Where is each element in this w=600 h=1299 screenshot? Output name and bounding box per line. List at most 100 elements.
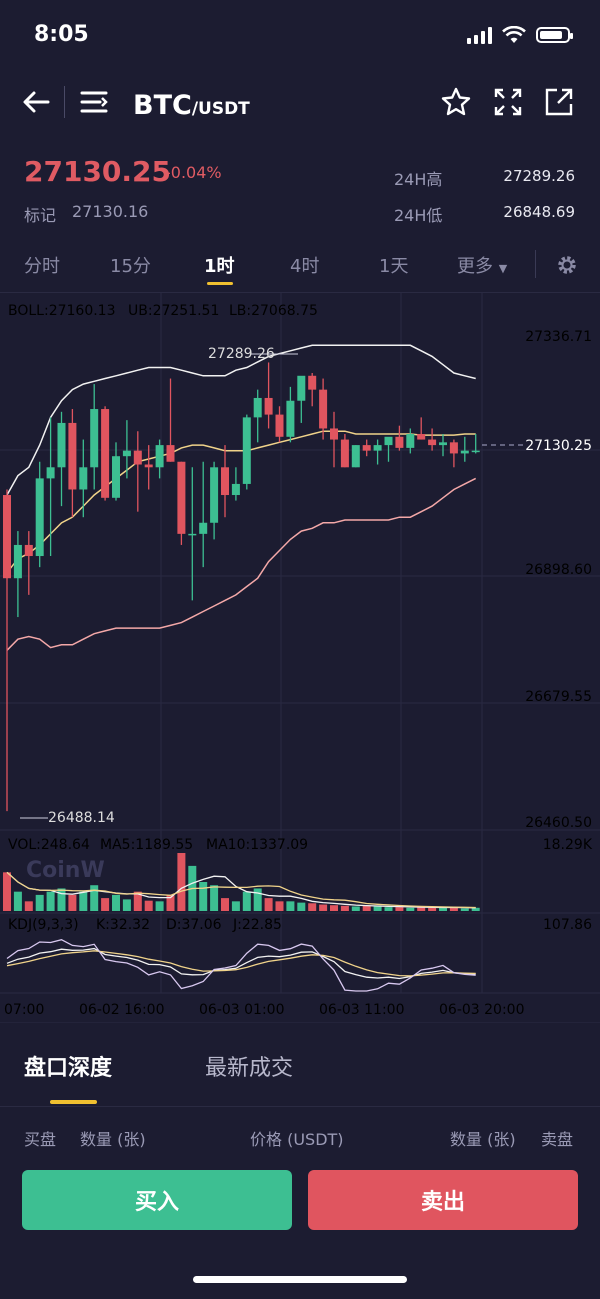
candle: [417, 417, 426, 440]
mark-price-value: 27130.16: [72, 202, 149, 221]
volume-bar: [330, 905, 338, 911]
price-header: 价格 (USDT): [250, 1130, 344, 1149]
candle: [406, 428, 415, 454]
candle-body: [275, 414, 284, 437]
star-icon[interactable]: [440, 86, 472, 118]
candles: [3, 362, 480, 812]
volume-bar: [166, 894, 175, 911]
ask-qty-header: 数量 (张): [450, 1130, 516, 1149]
mark-price-label: 标记: [24, 206, 57, 225]
candle: [351, 445, 360, 468]
kline-chart[interactable]: BOLL:27160.13 UB:27251.51 LB:27068.75 27…: [0, 293, 600, 1023]
candle: [57, 411, 66, 507]
candle-body: [286, 400, 295, 437]
tab-1d[interactable]: 1天: [379, 256, 409, 277]
back-arrow-icon[interactable]: [20, 86, 52, 118]
buy-button[interactable]: 买入: [22, 1170, 292, 1230]
bid-qty-header: 数量 (张): [80, 1130, 146, 1149]
kdj-lines: [6, 939, 476, 992]
candle: [35, 461, 44, 568]
volume-bar: [417, 907, 426, 911]
wifi-icon: [502, 26, 526, 43]
candle: [319, 378, 328, 440]
volume-bar: [3, 872, 11, 911]
volume-bar: [406, 907, 415, 911]
candle-body: [417, 434, 426, 440]
tab-15m[interactable]: 15分: [110, 256, 151, 277]
kdj-axis-max: 107.86: [543, 917, 592, 933]
candle-body: [362, 445, 371, 451]
candle-body: [57, 422, 66, 468]
volume-bar: [428, 907, 437, 911]
price-change: -0.04%: [165, 163, 222, 182]
candle-body: [177, 461, 186, 534]
candle: [340, 434, 349, 468]
tabs-divider: [535, 250, 536, 278]
share-icon[interactable]: [543, 86, 575, 118]
low-24h-label: 24H低: [394, 206, 443, 225]
candle: [46, 417, 55, 557]
time-axis-label: 06-03 20:00: [439, 1002, 524, 1018]
volume-bar: [144, 900, 153, 911]
candle-body: [24, 544, 33, 557]
tab-time-sharing[interactable]: 分时: [24, 256, 60, 277]
candle: [68, 409, 77, 518]
candle-body: [471, 450, 480, 453]
candle-body: [101, 409, 110, 498]
high-24h-value: 27289.26: [503, 167, 575, 185]
candle-body: [188, 533, 197, 536]
fullscreen-icon[interactable]: [492, 86, 524, 118]
volume-bar: [155, 901, 164, 911]
volume-bar: [308, 903, 317, 911]
candle-body: [449, 442, 458, 454]
price-axis-label: 26460.50: [525, 815, 592, 831]
candle: [24, 531, 33, 595]
candle-body: [319, 389, 328, 429]
candle-body: [122, 450, 131, 457]
candle: [3, 489, 11, 812]
candle: [188, 467, 197, 601]
candle: [101, 406, 110, 501]
tab-latest-trades[interactable]: 最新成交: [205, 1056, 294, 1081]
boll-upper-line: [6, 344, 476, 496]
candle-body: [68, 422, 77, 490]
battery-icon: [536, 27, 573, 43]
volume-bar: [373, 906, 382, 911]
menu-icon[interactable]: [78, 86, 110, 118]
pair-title[interactable]: BTC/USDT: [133, 90, 250, 121]
volume-bar: [362, 905, 371, 911]
sell-button[interactable]: 卖出: [308, 1170, 578, 1230]
tab-1h[interactable]: 1时: [204, 256, 235, 277]
candle: [133, 431, 142, 512]
candle-body: [330, 428, 338, 440]
ma5-label: MA5:1189.55: [100, 837, 193, 853]
candle-body: [253, 397, 262, 418]
price-axis-label: 26679.55: [525, 689, 592, 705]
tab-more[interactable]: 更多 ▼: [457, 252, 507, 278]
candle-body: [112, 456, 120, 498]
volume-bar: [24, 901, 33, 911]
candle: [373, 439, 382, 465]
candle-body: [406, 434, 415, 448]
volume-bar: [68, 894, 77, 911]
candle: [112, 442, 120, 501]
pair-quote: /USDT: [191, 99, 250, 119]
time-axis-label: 07:00: [4, 1002, 44, 1018]
candle-body: [428, 439, 437, 446]
candle: [471, 434, 480, 454]
candle-body: [79, 467, 88, 490]
volume-bar: [275, 901, 284, 911]
candle: [449, 439, 458, 468]
volume-bar: [35, 894, 44, 911]
tab-4h[interactable]: 4时: [290, 256, 320, 277]
candle-body: [155, 445, 164, 468]
boll-label: BOLL:27160.13: [8, 303, 116, 319]
candle-body: [3, 495, 11, 579]
caret-down-icon: ▼: [498, 262, 508, 275]
candle-body: [90, 409, 99, 468]
settings-gear-icon[interactable]: [556, 254, 578, 276]
bid-header: 买盘: [24, 1130, 57, 1149]
tab-order-depth[interactable]: 盘口深度: [24, 1056, 113, 1081]
interval-tabs: 分时 15分 1时 4时 1天 更多 ▼: [0, 252, 600, 282]
volume-bar: [177, 853, 186, 911]
